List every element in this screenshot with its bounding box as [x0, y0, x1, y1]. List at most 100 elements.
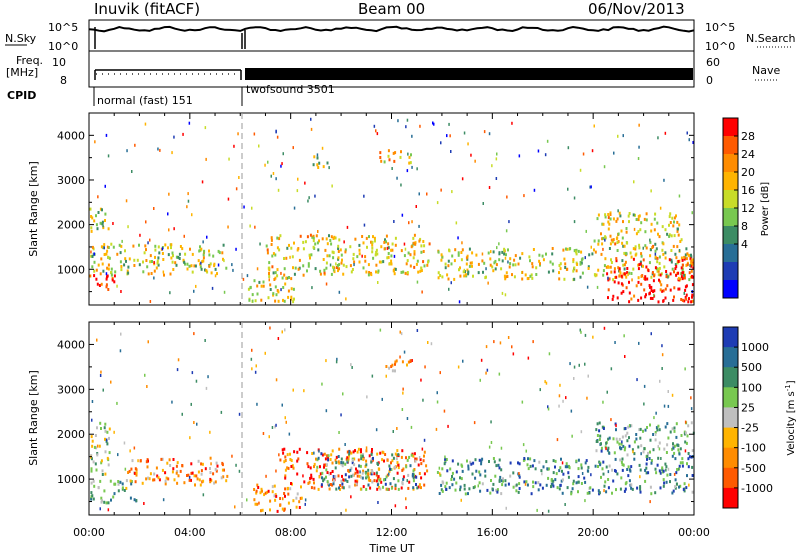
range-cell [631, 278, 633, 282]
range-cell [346, 225, 349, 229]
range-cell [596, 422, 599, 426]
range-cell [498, 372, 501, 376]
range-cell [466, 459, 468, 463]
range-cell [197, 259, 200, 263]
range-cell [407, 473, 410, 477]
range-cell [681, 464, 684, 468]
range-cell [256, 284, 259, 288]
colorbar-swatch [723, 387, 738, 408]
range-cell [580, 330, 582, 334]
range-cell [657, 273, 660, 277]
range-cell [579, 168, 582, 172]
range-cell [652, 433, 655, 436]
range-cell [532, 485, 535, 489]
range-cell [251, 367, 253, 371]
range-cell [498, 466, 501, 470]
range-cell [552, 479, 555, 483]
colorbar-swatch [723, 136, 738, 155]
range-cell [590, 245, 592, 249]
x-tick-label: 00:00 [73, 526, 105, 539]
range-cell [566, 247, 569, 251]
range-cell [623, 267, 626, 271]
range-cell [649, 254, 652, 258]
range-cell [268, 275, 271, 278]
range-cell [688, 297, 690, 301]
range-cell [537, 481, 540, 485]
range-cell [258, 280, 261, 284]
range-cell [685, 257, 688, 261]
freq-unit: [MHz] [6, 66, 38, 79]
range-cell [415, 205, 417, 208]
range-cell [438, 466, 441, 470]
nsearch-label: N.Search [746, 32, 796, 45]
range-cell [415, 483, 417, 486]
range-cell [387, 246, 390, 250]
range-cell [181, 464, 184, 467]
range-cell [665, 465, 668, 469]
range-cell [262, 280, 265, 284]
range-cell [227, 225, 229, 229]
range-cell [678, 464, 681, 468]
range-cell [356, 450, 359, 454]
range-cell [90, 435, 93, 439]
range-cell [214, 480, 217, 484]
range-cell [169, 464, 172, 467]
range-cell [332, 251, 335, 255]
colorbar-swatch [723, 447, 738, 469]
range-cell [170, 256, 173, 260]
range-cell [248, 298, 251, 302]
range-cell [675, 482, 678, 486]
range-cell [587, 267, 590, 270]
range-cell [637, 445, 640, 449]
range-cell [502, 479, 504, 483]
range-cell [311, 286, 313, 290]
range-cell [674, 252, 677, 256]
range-cell [640, 221, 643, 225]
range-cell [474, 458, 477, 462]
range-cell [354, 449, 356, 453]
range-cell [410, 453, 413, 457]
range-cell [674, 263, 677, 267]
range-cell [394, 452, 397, 456]
y-tick-label: 3000 [57, 174, 85, 187]
range-cell [124, 249, 126, 253]
range-cell [331, 250, 334, 254]
range-cell [640, 296, 643, 300]
range-cell [619, 214, 622, 218]
range-cell [626, 453, 629, 457]
range-cell [325, 282, 328, 286]
range-cell [361, 471, 364, 475]
range-cell [390, 248, 393, 252]
range-cell [338, 431, 340, 434]
range-cell [610, 418, 612, 422]
range-cell [390, 365, 393, 368]
range-cell [199, 245, 201, 249]
range-cell [462, 359, 464, 363]
range-cell [183, 481, 186, 485]
range-cell [606, 390, 608, 394]
range-cell [617, 232, 620, 236]
range-cell [408, 161, 411, 165]
range-cell [683, 430, 686, 434]
range-cell [611, 297, 614, 301]
range-cell [438, 492, 441, 495]
range-cell [658, 235, 661, 239]
range-cell [470, 153, 472, 157]
range-cell [316, 163, 319, 167]
power-scatter-data [89, 117, 694, 304]
range-cell [365, 487, 368, 491]
range-cell [317, 166, 320, 169]
range-cell [492, 269, 495, 273]
range-cell [618, 269, 621, 273]
sky-search-frame [88, 19, 695, 52]
range-cell [91, 245, 94, 249]
range-cell [171, 400, 173, 404]
range-cell [266, 248, 269, 252]
range-cell [619, 458, 622, 462]
range-cell [127, 271, 130, 275]
range-cell [558, 394, 561, 398]
range-cell [514, 263, 517, 267]
range-cell [386, 473, 389, 477]
range-cell [390, 254, 393, 258]
range-cell [541, 486, 544, 490]
